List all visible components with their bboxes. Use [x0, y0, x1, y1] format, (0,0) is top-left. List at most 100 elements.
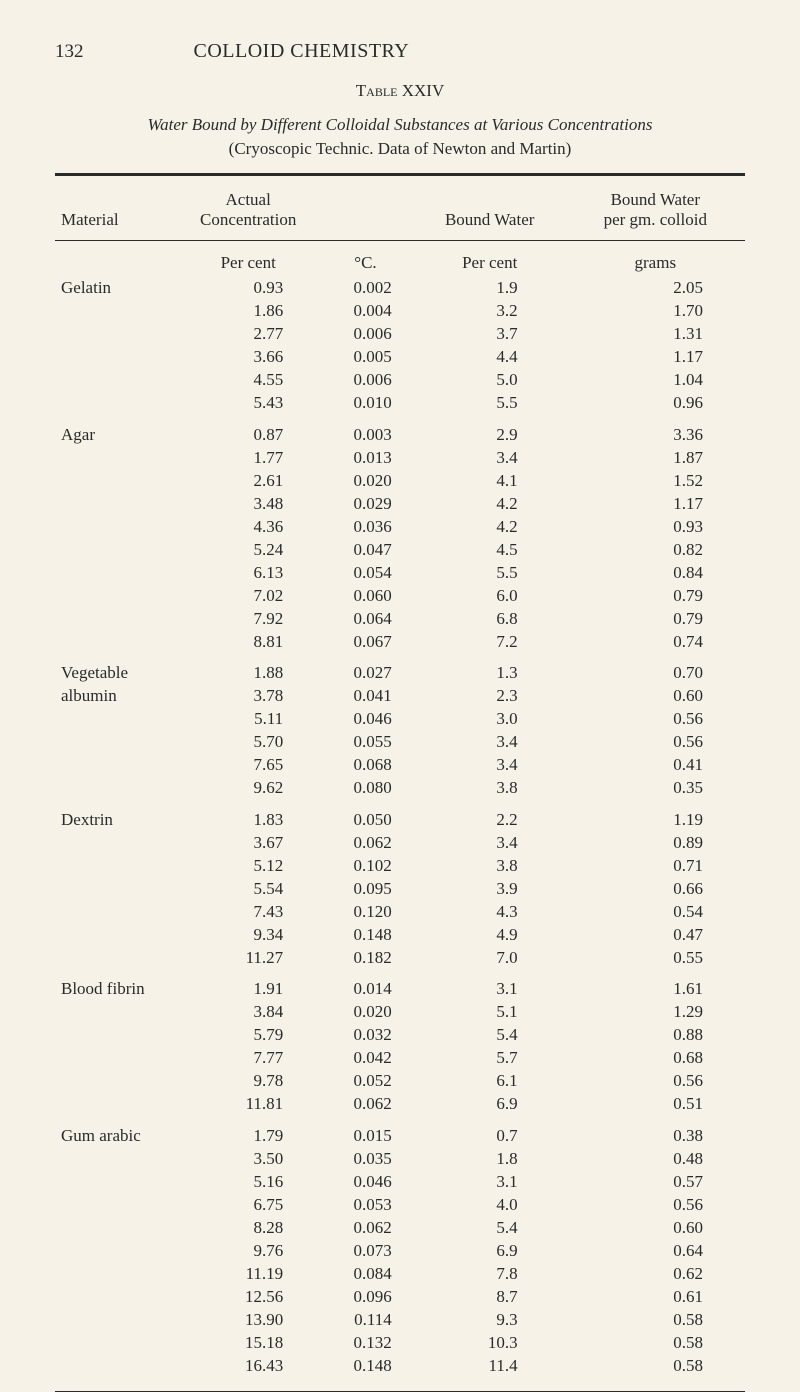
concentration-cell: 3.84 — [179, 1001, 317, 1024]
pergm-cell: 0.61 — [566, 1285, 745, 1308]
table-row: 2.770.0063.71.31 — [55, 323, 745, 346]
degc-cell: 0.029 — [317, 492, 414, 515]
degc-cell: 0.080 — [317, 777, 414, 800]
concentration-cell: 8.81 — [179, 630, 317, 653]
bound-water-cell: 5.1 — [414, 1001, 566, 1024]
degc-cell: 0.054 — [317, 561, 414, 584]
pergm-cell: 0.68 — [566, 1047, 745, 1070]
pergm-cell: 1.61 — [566, 969, 745, 1001]
pergm-cell: 0.89 — [566, 831, 745, 854]
material-cell — [55, 754, 179, 777]
degc-cell: 0.006 — [317, 323, 414, 346]
material-cell — [55, 515, 179, 538]
table-head: Material Actual Concentration Bound Wate… — [55, 186, 745, 234]
pergm-cell: 0.55 — [566, 946, 745, 969]
bound-water-cell: 2.9 — [414, 415, 566, 447]
bound-water-cell: 5.7 — [414, 1047, 566, 1070]
pergm-cell: 0.58 — [566, 1308, 745, 1331]
pergm-cell: 0.71 — [566, 854, 745, 877]
data-table-body: Per cent °C. Per cent grams Gelatin0.930… — [55, 251, 745, 1377]
material-cell: Gum arabic — [55, 1116, 179, 1148]
bound-water-cell: 9.3 — [414, 1308, 566, 1331]
pergm-cell: 0.38 — [566, 1116, 745, 1148]
bound-water-cell: 4.2 — [414, 492, 566, 515]
pergm-cell: 0.56 — [566, 1070, 745, 1093]
pergm-cell: 0.96 — [566, 392, 745, 415]
pergm-cell: 2.05 — [566, 277, 745, 300]
table-row: 11.270.1827.00.55 — [55, 946, 745, 969]
table-row: Dextrin1.830.0502.21.19 — [55, 800, 745, 832]
pergm-cell: 0.74 — [566, 630, 745, 653]
concentration-cell: 5.43 — [179, 392, 317, 415]
bound-water-cell: 3.8 — [414, 777, 566, 800]
bound-water-cell: 5.4 — [414, 1024, 566, 1047]
table-row: 9.620.0803.80.35 — [55, 777, 745, 800]
pergm-cell: 0.60 — [566, 1216, 745, 1239]
bound-water-cell: 3.1 — [414, 969, 566, 1001]
material-cell — [55, 1331, 179, 1354]
material-cell — [55, 538, 179, 561]
concentration-cell: 5.79 — [179, 1024, 317, 1047]
concentration-cell: 7.43 — [179, 900, 317, 923]
material-cell — [55, 630, 179, 653]
pergm-cell: 0.57 — [566, 1170, 745, 1193]
table-row: 1.770.0133.41.87 — [55, 446, 745, 469]
concentration-cell: 6.75 — [179, 1193, 317, 1216]
material-cell: Blood fibrin — [55, 969, 179, 1001]
bound-water-cell: 3.1 — [414, 1170, 566, 1193]
table-row: Blood fibrin1.910.0143.11.61 — [55, 969, 745, 1001]
bound-water-cell: 2.3 — [414, 685, 566, 708]
degc-cell: 0.068 — [317, 754, 414, 777]
bound-water-cell: 2.2 — [414, 800, 566, 832]
material-cell — [55, 1193, 179, 1216]
material-cell — [55, 923, 179, 946]
pergm-cell: 0.84 — [566, 561, 745, 584]
material-cell — [55, 1024, 179, 1047]
unit-grams: grams — [566, 251, 745, 277]
material-cell: Vegetable — [55, 653, 179, 685]
concentration-cell: 7.92 — [179, 607, 317, 630]
pergm-cell: 0.62 — [566, 1262, 745, 1285]
concentration-cell: 4.55 — [179, 369, 317, 392]
bound-water-cell: 6.0 — [414, 584, 566, 607]
material-cell: Gelatin — [55, 277, 179, 300]
pergm-cell: 1.31 — [566, 323, 745, 346]
degc-cell: 0.073 — [317, 1239, 414, 1262]
pergm-cell: 3.36 — [566, 415, 745, 447]
pergm-cell: 0.60 — [566, 685, 745, 708]
material-cell — [55, 346, 179, 369]
concentration-cell: 3.48 — [179, 492, 317, 515]
degc-cell: 0.052 — [317, 1070, 414, 1093]
col-material: Material — [55, 186, 179, 234]
material-cell — [55, 1216, 179, 1239]
concentration-cell: 3.67 — [179, 831, 317, 854]
bound-water-cell: 0.7 — [414, 1116, 566, 1148]
degc-cell: 0.002 — [317, 277, 414, 300]
table-row: Gum arabic1.790.0150.70.38 — [55, 1116, 745, 1148]
material-cell — [55, 392, 179, 415]
degc-cell: 0.046 — [317, 708, 414, 731]
table-row: 11.190.0847.80.62 — [55, 1262, 745, 1285]
table-row: 5.160.0463.10.57 — [55, 1170, 745, 1193]
col-degc — [317, 186, 414, 234]
degc-cell: 0.120 — [317, 900, 414, 923]
bound-water-cell: 3.4 — [414, 446, 566, 469]
material-cell — [55, 323, 179, 346]
concentration-cell: 8.28 — [179, 1216, 317, 1239]
degc-cell: 0.067 — [317, 630, 414, 653]
table-row: 5.540.0953.90.66 — [55, 877, 745, 900]
bound-water-cell: 3.7 — [414, 323, 566, 346]
table-row: 7.430.1204.30.54 — [55, 900, 745, 923]
table-row: 8.810.0677.20.74 — [55, 630, 745, 653]
pergm-cell: 0.51 — [566, 1093, 745, 1116]
material-cell — [55, 1070, 179, 1093]
bound-water-cell: 4.0 — [414, 1193, 566, 1216]
degc-cell: 0.053 — [317, 1193, 414, 1216]
concentration-cell: 7.77 — [179, 1047, 317, 1070]
bound-water-cell: 6.1 — [414, 1070, 566, 1093]
degc-cell: 0.032 — [317, 1024, 414, 1047]
degc-cell: 0.102 — [317, 854, 414, 877]
concentration-cell: 12.56 — [179, 1285, 317, 1308]
concentration-cell: 1.83 — [179, 800, 317, 832]
table-row: 7.650.0683.40.41 — [55, 754, 745, 777]
